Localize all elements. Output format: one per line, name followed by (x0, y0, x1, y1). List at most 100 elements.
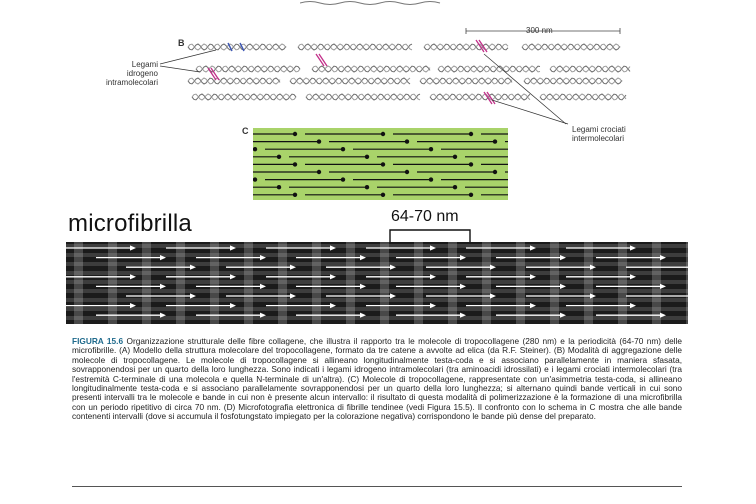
molecule-strand (195, 65, 301, 73)
arrow-head (190, 293, 196, 299)
arrow-head (660, 255, 666, 261)
molecule-head (380, 131, 386, 137)
arrow-head (630, 245, 636, 251)
arrow-head (160, 283, 166, 289)
arrow-head (130, 274, 136, 280)
arrow-head (430, 274, 436, 280)
molecule-head (492, 139, 498, 144)
figure-caption: FIGURA 15.6 Organizzazione strutturale d… (72, 336, 682, 422)
molecule-head (276, 185, 282, 190)
arrow-head (390, 264, 396, 270)
period-label: 64-70 nm (391, 208, 459, 225)
hbond-mark (239, 42, 245, 52)
molecule-head (292, 131, 298, 137)
periodic-band (448, 242, 457, 324)
microfibrilla-title: microfibrilla (68, 210, 192, 237)
periodic-band (584, 242, 593, 324)
arrow-head (330, 245, 336, 251)
molecule-head (253, 177, 258, 182)
arrow-head (630, 303, 636, 309)
panel-c-letter: C (242, 126, 249, 136)
molecule-strand (297, 43, 413, 51)
molecule-head (468, 162, 474, 167)
arrow-head (630, 274, 636, 280)
periodic-band (652, 242, 661, 324)
arrow-head (160, 255, 166, 261)
panel-c-diagram (253, 128, 508, 200)
periodic-band (618, 242, 627, 324)
fibril-band (66, 262, 688, 266)
molecule-head (276, 154, 282, 159)
arrow-head (360, 312, 366, 318)
periodic-band (312, 242, 321, 324)
molecule-head (428, 147, 434, 152)
arrow-head (330, 303, 336, 309)
periodic-band (176, 242, 185, 324)
molecule-head (292, 162, 298, 167)
fibril-band (66, 298, 688, 302)
molecule-head (380, 192, 386, 197)
molecule-head (468, 192, 474, 197)
molecule-strand (289, 77, 411, 85)
hbond-label: Legami idrogeno intramolecolari (100, 60, 158, 87)
arrow-head (590, 293, 596, 299)
periodic-band (210, 242, 219, 324)
molecule-head (340, 147, 346, 152)
panel-b-diagram (159, 28, 631, 125)
molecule-head (452, 154, 458, 159)
molecule-strand (305, 93, 421, 101)
molecule-strand (429, 93, 531, 101)
hbond-label-line-3: intramolecolari (105, 78, 158, 87)
caption-rule (72, 486, 682, 487)
crosslink-mark (207, 67, 220, 81)
period-bracket (389, 229, 471, 246)
molecule-strand (523, 77, 623, 85)
molecule-strand (549, 65, 631, 73)
arrow-head (230, 274, 236, 280)
molecule-head (364, 154, 370, 159)
periodic-band (550, 242, 559, 324)
arrow-head (330, 274, 336, 280)
hbond-label-line-2: idrogeno (126, 69, 158, 78)
molecule-head (452, 185, 458, 190)
fibril-band (66, 289, 688, 293)
hbond-leader (159, 65, 201, 73)
arrow-head (460, 312, 466, 318)
molecule-strand (437, 65, 541, 73)
molecule-strand (311, 65, 431, 73)
arrow-head (560, 255, 566, 261)
molecule-head (316, 169, 322, 175)
arrow-head (260, 312, 266, 318)
molecule-strand (437, 65, 541, 73)
hbond-leader (159, 49, 217, 65)
arrow-head (660, 312, 666, 318)
periodic-band (482, 242, 491, 324)
molecule-head (404, 139, 410, 144)
molecule-strand (289, 77, 411, 85)
arrow-head (430, 303, 436, 309)
caption-text: Organizzazione strutturale delle fibre c… (72, 336, 682, 422)
crosslink-leader (491, 99, 569, 125)
molecule-strand (305, 93, 421, 101)
arrow-head (530, 303, 536, 309)
arrow-head (360, 255, 366, 261)
periodic-band (516, 242, 525, 324)
scale-label: 300 nm (524, 26, 555, 35)
periodic-band (414, 242, 423, 324)
arrow-head (260, 255, 266, 261)
molecule-head (292, 192, 298, 197)
molecule-strand (187, 43, 287, 51)
molecule-strand (523, 77, 623, 85)
arrow-head (490, 293, 496, 299)
arrow-head (460, 283, 466, 289)
crosslink-leader (483, 53, 567, 125)
molecule-strand (423, 43, 509, 51)
molecule-strand (549, 65, 631, 73)
arrow-head (230, 303, 236, 309)
arrow-head (530, 274, 536, 280)
fibril-band (66, 244, 688, 248)
crosslink-mark (315, 53, 328, 67)
molecule-strand (429, 93, 531, 101)
fibril-band (66, 280, 688, 284)
molecule-head (316, 139, 322, 144)
